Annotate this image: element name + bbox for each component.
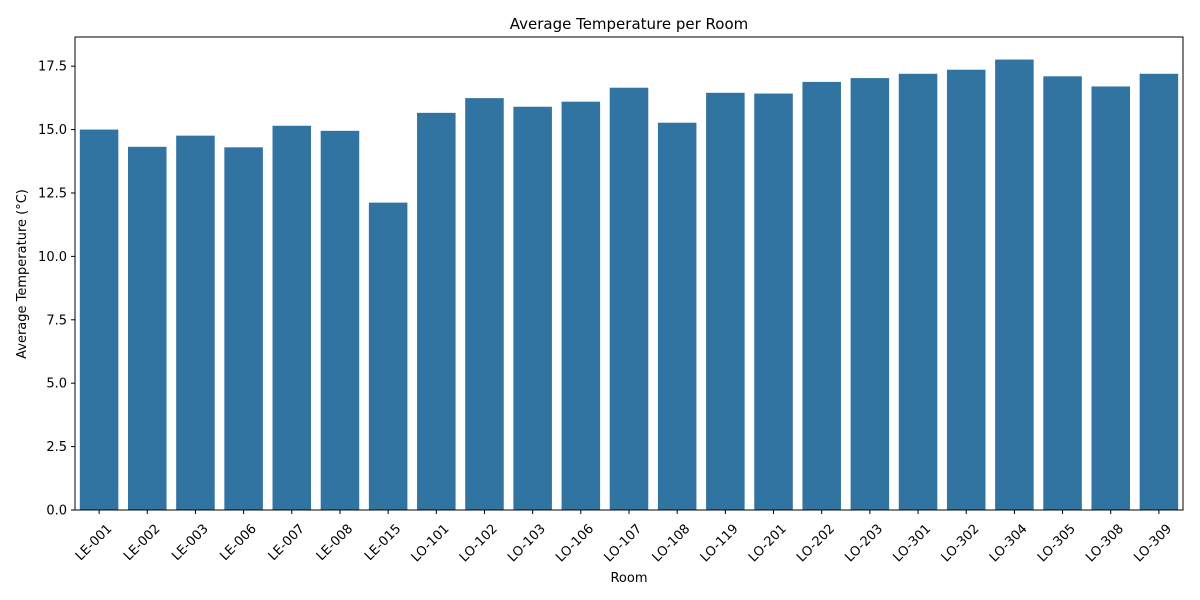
x-tick-label: LO-308 bbox=[1083, 522, 1127, 566]
bar-lo-106 bbox=[561, 101, 601, 511]
bar-le-015 bbox=[368, 202, 408, 510]
x-tick-label: LO-108 bbox=[650, 522, 694, 566]
x-tick-label: LO-103 bbox=[505, 522, 549, 566]
x-tick-label: LO-203 bbox=[842, 522, 886, 566]
bar-lo-309 bbox=[1139, 73, 1179, 511]
x-tick-label: LO-302 bbox=[939, 522, 983, 566]
x-tick-label: LO-102 bbox=[457, 522, 501, 566]
x-tick-label: LO-119 bbox=[698, 522, 742, 566]
bar-lo-202 bbox=[802, 81, 841, 510]
bar-lo-102 bbox=[465, 98, 504, 510]
x-tick-label: LE-015 bbox=[362, 522, 404, 564]
y-tick-label: 12.5 bbox=[38, 186, 67, 201]
x-tick-label: LE-003 bbox=[169, 522, 211, 564]
bar-le-008 bbox=[320, 130, 360, 510]
bar-lo-304 bbox=[995, 59, 1034, 511]
bar-lo-305 bbox=[1043, 76, 1082, 511]
bar-lo-203 bbox=[850, 78, 890, 510]
y-tick-label: 5.0 bbox=[46, 377, 67, 392]
bar-le-002 bbox=[127, 146, 167, 511]
y-tick-label: 0.0 bbox=[46, 504, 67, 519]
x-tick-label: LE-001 bbox=[73, 522, 115, 564]
x-tick-label: LO-301 bbox=[890, 522, 934, 566]
x-tick-label: LO-101 bbox=[409, 522, 453, 566]
y-tick-label: 7.5 bbox=[46, 313, 67, 328]
y-tick-label: 15.0 bbox=[38, 123, 67, 138]
bar-le-003 bbox=[176, 135, 215, 511]
x-axis-title: Room bbox=[610, 571, 647, 586]
chart-title: Average Temperature per Room bbox=[510, 15, 749, 33]
y-tick-label: 10.0 bbox=[38, 250, 67, 265]
x-tick-label: LO-106 bbox=[553, 522, 597, 566]
x-tick-label: LO-201 bbox=[746, 522, 790, 566]
plot-frame bbox=[74, 36, 1184, 511]
bar-lo-103 bbox=[513, 106, 552, 511]
bar-le-001 bbox=[79, 129, 119, 510]
bar-lo-108 bbox=[657, 122, 697, 510]
x-tick-label: LO-309 bbox=[1131, 522, 1175, 566]
bar-le-006 bbox=[224, 147, 263, 510]
x-tick-label: LO-107 bbox=[601, 522, 645, 566]
y-axis-title: Average Temperature (°C) bbox=[15, 189, 30, 359]
x-tick-label: LO-305 bbox=[1035, 522, 1079, 566]
bar-lo-119 bbox=[706, 92, 745, 510]
x-tick-label: LE-007 bbox=[266, 522, 308, 564]
bar-lo-308 bbox=[1091, 86, 1131, 511]
bar-lo-107 bbox=[609, 87, 649, 510]
x-tick-label: LE-006 bbox=[217, 522, 259, 564]
x-tick-label: LE-008 bbox=[314, 522, 356, 564]
bar-lo-101 bbox=[417, 112, 456, 511]
x-tick-label: LO-202 bbox=[794, 522, 838, 566]
bar-le-007 bbox=[272, 125, 312, 510]
bar-lo-301 bbox=[898, 73, 938, 511]
x-tick-label: LE-002 bbox=[121, 522, 163, 564]
y-axis: 0.0 2.5 5.0 7.5 10.0 12.5 15.0 17.5 bbox=[38, 60, 75, 519]
x-axis: LE-001 LE-002 LE-003 LE-006 LE-007 LE-008 LE-0… bbox=[73, 510, 1175, 565]
y-tick-label: 2.5 bbox=[46, 440, 67, 455]
bars-group bbox=[79, 59, 1179, 511]
bar-lo-201 bbox=[754, 93, 793, 511]
y-tick-label: 17.5 bbox=[38, 60, 67, 75]
x-tick-label: LO-304 bbox=[987, 522, 1031, 566]
bar-lo-302 bbox=[946, 69, 986, 510]
